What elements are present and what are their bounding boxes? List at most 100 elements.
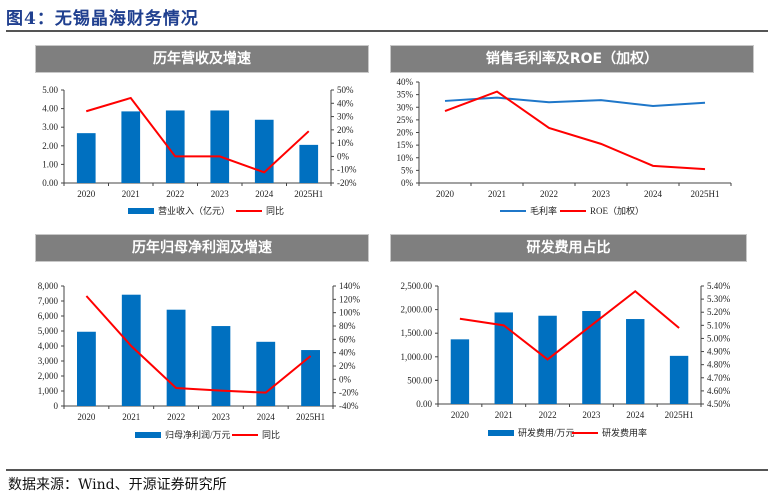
- right-tick-label: -20%: [339, 388, 359, 398]
- x-tick-label: 2020: [77, 412, 96, 422]
- bottom-divider: [6, 469, 768, 471]
- x-tick-label: 2022: [540, 189, 558, 199]
- right-tick-label: 100%: [339, 308, 361, 318]
- right-tick-label: 20%: [339, 361, 356, 371]
- bar: [121, 111, 141, 183]
- right-tick-label: -10%: [337, 165, 357, 175]
- right-tick-label: 80%: [339, 321, 356, 331]
- left-tick-label: 0: [54, 401, 59, 411]
- bar: [166, 309, 186, 406]
- series-line-1: [459, 289, 680, 361]
- bar: [669, 355, 689, 404]
- series-line-0: [444, 96, 706, 107]
- left-tick-label: 2.00: [42, 141, 58, 151]
- left-tick-label: 2,000.00: [401, 305, 433, 315]
- left-tick-label: 4,000: [38, 341, 59, 351]
- left-tick-label: 35%: [397, 90, 414, 100]
- x-tick-label: 2025H1: [294, 189, 323, 199]
- x-tick-label: 2023: [582, 410, 601, 420]
- left-tick-label: 5.00: [42, 85, 58, 95]
- bar: [211, 326, 231, 406]
- right-tick-label: 5.40%: [707, 281, 731, 291]
- chart-title-rnd: 研发费用占比: [390, 234, 747, 262]
- bar: [626, 319, 645, 404]
- right-tick-label: 30%: [337, 112, 354, 122]
- right-tick-label: 4.70%: [707, 373, 731, 383]
- bar: [301, 350, 320, 406]
- bar: [76, 133, 96, 183]
- x-tick-label: 2025H1: [665, 410, 694, 420]
- x-tick-label: 2023: [212, 412, 231, 422]
- right-tick-label: 10%: [337, 138, 354, 148]
- left-tick-label: 1,000.00: [401, 352, 433, 362]
- left-tick-label: 5%: [401, 165, 414, 175]
- left-tick-label: 4.00: [42, 104, 58, 114]
- x-tick-label: 2025H1: [691, 189, 720, 199]
- left-tick-label: 0.00: [416, 399, 432, 409]
- right-tick-label: 20%: [337, 125, 354, 135]
- right-tick-label: 120%: [339, 294, 361, 304]
- bar: [494, 312, 513, 404]
- series-line-1: [85, 295, 312, 394]
- right-tick-label: 40%: [339, 348, 356, 358]
- left-tick-label: 40%: [397, 77, 414, 87]
- x-tick-label: 2025H1: [296, 412, 325, 422]
- x-tick-label: 2021: [122, 189, 140, 199]
- left-tick-label: 15%: [397, 140, 414, 150]
- left-tick-label: 25%: [397, 115, 414, 125]
- right-tick-label: 5.10%: [707, 320, 731, 330]
- left-tick-label: 0.00: [42, 178, 58, 188]
- left-tick-label: 10%: [397, 153, 414, 163]
- x-tick-label: 2023: [592, 189, 611, 199]
- legend-label: 同比: [266, 205, 284, 216]
- legend-label: 同比: [262, 429, 280, 440]
- legend-label: 归母净利润/万元: [165, 429, 231, 440]
- right-tick-label: 0%: [337, 151, 350, 161]
- left-tick-label: 30%: [397, 102, 414, 112]
- right-tick-label: 0%: [339, 374, 352, 384]
- legend-label: 研发费用/万元: [518, 427, 575, 438]
- right-tick-label: -20%: [337, 178, 357, 188]
- right-tick-label: 140%: [339, 281, 361, 291]
- figure-title: 图4：无锡晶海财务情况: [6, 9, 199, 29]
- bar: [210, 110, 230, 183]
- right-tick-label: 5.20%: [707, 307, 731, 317]
- x-tick-label: 2024: [255, 189, 274, 199]
- chart-title-profit: 历年归母净利润及增速: [35, 234, 369, 262]
- left-tick-label: 1.00: [42, 159, 58, 169]
- x-tick-label: 2024: [626, 410, 645, 420]
- left-tick-label: 6,000: [38, 311, 59, 321]
- left-tick-label: 0%: [401, 178, 414, 188]
- right-tick-label: 4.80%: [707, 360, 731, 370]
- x-tick-label: 2020: [451, 410, 470, 420]
- x-tick-label: 2024: [644, 189, 663, 199]
- right-tick-label: 4.60%: [707, 386, 731, 396]
- left-tick-label: 7,000: [38, 296, 59, 306]
- x-tick-label: 2022: [539, 410, 557, 420]
- bar: [165, 110, 185, 183]
- legend-swatch-bar: [488, 430, 514, 436]
- right-tick-label: 50%: [337, 85, 354, 95]
- legend-swatch-bar: [128, 208, 154, 214]
- x-tick-label: 2021: [488, 189, 506, 199]
- left-tick-label: 3.00: [42, 122, 58, 132]
- right-tick-label: 5.00%: [707, 333, 731, 343]
- left-tick-label: 2,500.00: [401, 281, 433, 291]
- left-tick-label: 8,000: [38, 281, 59, 291]
- right-tick-label: 40%: [337, 98, 354, 108]
- legend-label: ROE（加权）: [590, 205, 644, 216]
- x-tick-label: 2020: [436, 189, 455, 199]
- x-tick-label: 2022: [167, 412, 185, 422]
- left-tick-label: 1,000: [38, 386, 59, 396]
- left-tick-label: 5,000: [38, 326, 59, 336]
- legend-label: 营业收入（亿元）: [158, 205, 230, 216]
- right-tick-label: 4.50%: [707, 399, 731, 409]
- series-line-1: [85, 96, 310, 174]
- bar: [77, 331, 96, 406]
- x-tick-label: 2020: [77, 189, 96, 199]
- x-tick-label: 2021: [122, 412, 140, 422]
